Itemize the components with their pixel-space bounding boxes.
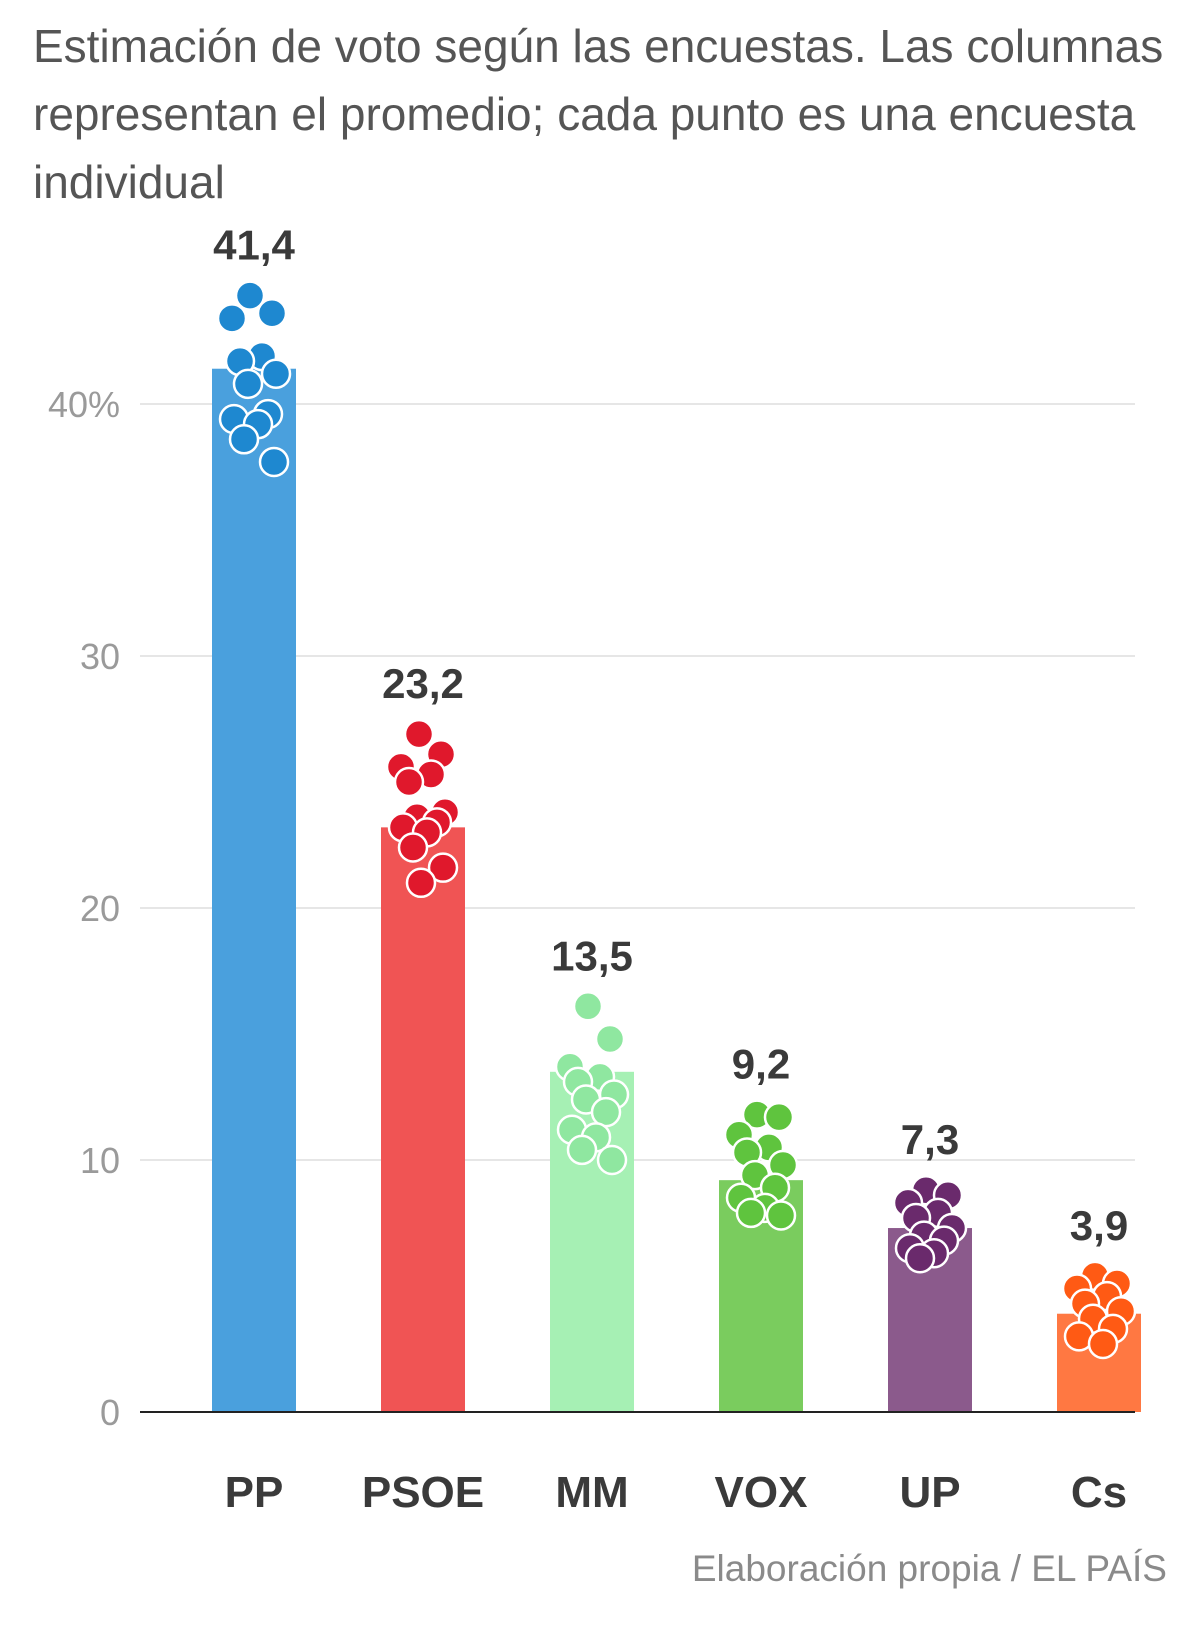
poll-dot	[256, 298, 288, 329]
bar-psoe	[381, 827, 465, 1412]
value-label-psoe: 23,2	[382, 660, 464, 707]
poll-dot	[232, 368, 264, 400]
poll-dot	[763, 1101, 795, 1133]
x-label-up: UP	[899, 1468, 960, 1517]
x-label-cs: Cs	[1071, 1468, 1127, 1517]
y-tick-label: 20	[80, 888, 120, 929]
chart-title: Estimación de voto según las encuestas. …	[33, 20, 1164, 208]
y-tick-label: 0	[100, 1392, 120, 1433]
x-label-vox: VOX	[715, 1468, 808, 1517]
poll-dot	[216, 303, 248, 334]
value-label-vox: 9,2	[732, 1041, 790, 1088]
y-tick-label: 10	[80, 1140, 120, 1181]
poll-dot	[228, 424, 260, 455]
poll-dot	[596, 1144, 628, 1176]
poll-dot	[260, 358, 292, 390]
poll-dot	[258, 446, 290, 478]
bars	[212, 368, 1141, 1413]
y-tick-label: 40%	[48, 384, 120, 425]
poll-dot	[594, 1023, 626, 1055]
y-axis-ticks: 0 10 20 30 40%	[48, 384, 120, 1433]
value-labels: 41,4 23,2 13,5 9,2 7,3 3,9	[213, 222, 1128, 1249]
poll-dot	[590, 1096, 622, 1128]
x-label-psoe: PSOE	[362, 1468, 484, 1517]
poll-dots	[216, 280, 1137, 1360]
bar-pp	[212, 368, 296, 1413]
poll-dot	[393, 766, 425, 798]
x-axis-labels: PP PSOE MM VOX UP Cs	[225, 1468, 1127, 1517]
x-label-pp: PP	[225, 1468, 284, 1517]
x-label-mm: MM	[555, 1468, 628, 1517]
poll-dot	[427, 852, 459, 883]
poll-dot	[234, 280, 266, 311]
value-label-mm: 13,5	[551, 932, 633, 979]
source-credit: Elaboración propia / EL PAÍS	[691, 1548, 1167, 1589]
value-label-pp: 41,4	[213, 222, 295, 269]
gridlines	[140, 403, 1135, 1161]
poll-dot	[1087, 1328, 1119, 1360]
poll-dot	[403, 718, 435, 750]
poll-dot	[904, 1243, 936, 1274]
value-label-cs: 3,9	[1070, 1202, 1128, 1249]
poll-dot	[397, 832, 429, 863]
poll-dot	[765, 1200, 797, 1231]
value-label-up: 7,3	[901, 1116, 959, 1163]
poll-dot	[566, 1134, 598, 1166]
poll-dot	[572, 991, 604, 1022]
poll-dot	[405, 867, 437, 899]
poll-dot	[735, 1197, 767, 1229]
y-tick-label: 30	[80, 636, 120, 677]
